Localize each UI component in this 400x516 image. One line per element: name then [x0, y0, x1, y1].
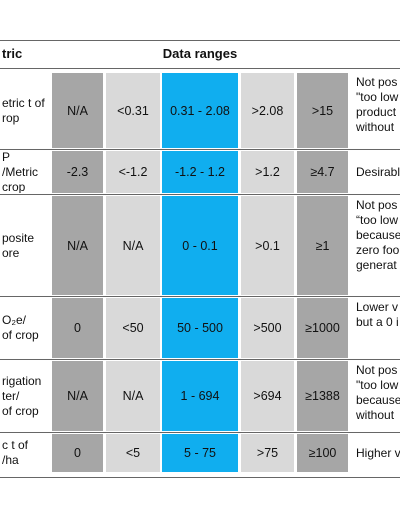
row-note: Desirabl	[356, 151, 400, 193]
range-cell: N/A	[106, 361, 160, 431]
label-line: ore	[2, 245, 20, 260]
range-cell: 0	[52, 434, 103, 472]
note-line: product	[356, 105, 397, 119]
range-cell: <-1.2	[106, 151, 160, 193]
range-cell: >75	[241, 434, 294, 472]
row-note: Lower v but a 0 i	[356, 298, 400, 360]
row-label: c t of/ha	[2, 434, 50, 472]
rule	[0, 296, 400, 297]
note-line: generat	[356, 258, 397, 272]
note-line: Lower v	[356, 300, 399, 314]
range-cell: >694	[241, 361, 294, 431]
note-line: Not pos	[356, 363, 398, 377]
header-center: Data ranges	[162, 46, 238, 61]
label-line: P	[2, 151, 11, 164]
range-cell: >15	[297, 73, 348, 148]
note-line: zero foo	[356, 243, 400, 257]
range-cell: ≥4.7	[297, 151, 348, 193]
row-note: Not pos "too low product without	[356, 73, 400, 150]
label-line: ter/	[2, 388, 20, 403]
note-line: Not pos	[356, 198, 398, 212]
note-line: because	[356, 228, 400, 242]
note-line: “too low	[356, 213, 399, 227]
range-cell: 5 - 75	[162, 434, 238, 472]
range-cell: >500	[241, 298, 294, 358]
range-cell: N/A	[52, 73, 103, 148]
row-label: O₂e/of crop	[2, 298, 50, 358]
range-cell: <50	[106, 298, 160, 358]
range-cell: 1 - 694	[162, 361, 238, 431]
rule	[0, 68, 400, 69]
label-line: /ha	[2, 453, 19, 467]
row-label: posite ore	[2, 196, 50, 295]
range-cell: 0.31 - 2.08	[162, 73, 238, 148]
range-cell: >1.2	[241, 151, 294, 193]
range-cell: <5	[106, 434, 160, 472]
label-line: c t of	[2, 438, 29, 452]
rule	[0, 359, 400, 360]
row-note: Not pos "too low because without	[356, 361, 400, 433]
note-line: "too low	[356, 90, 399, 104]
label-line: /Metric	[2, 164, 38, 179]
range-cell: ≥1	[297, 196, 348, 295]
range-cell: ≥1000	[297, 298, 348, 358]
range-cell: >2.08	[241, 73, 294, 148]
note-line: Not pos	[356, 75, 398, 89]
rule	[0, 432, 400, 433]
range-cell: N/A	[106, 196, 160, 295]
label-line: posite	[2, 230, 35, 245]
range-cell: <0.31	[106, 73, 160, 148]
range-cell: 50 - 500	[162, 298, 238, 358]
note-line: without	[356, 120, 395, 134]
note-line: but a 0 i	[356, 315, 399, 329]
note-line: because	[356, 393, 400, 407]
note-line: without	[356, 408, 395, 422]
row-note: Higher v	[356, 434, 400, 472]
range-cell: -1.2 - 1.2	[162, 151, 238, 193]
range-cell: ≥100	[297, 434, 348, 472]
range-cell: 0 - 0.1	[162, 196, 238, 295]
range-cell: 0	[52, 298, 103, 358]
range-cell: -2.3	[52, 151, 103, 193]
rule	[0, 40, 400, 41]
rule	[0, 149, 400, 150]
label-line: etric t of	[2, 95, 45, 110]
range-cell: N/A	[52, 361, 103, 431]
row-note: Not pos “too low because zero foo generat	[356, 196, 400, 297]
label-line: crop	[2, 179, 26, 194]
row-label: P/Metric crop	[2, 151, 50, 193]
label-line: rigation	[2, 373, 42, 388]
note-line: "too low	[356, 378, 399, 392]
row-label: rigation ter/of crop	[2, 361, 50, 431]
rule	[0, 477, 400, 478]
range-cell: ≥1388	[297, 361, 348, 431]
label-line: of crop	[2, 403, 39, 418]
note-line: Desirabl	[356, 164, 400, 179]
header-left: tric	[2, 46, 23, 61]
label-line: O₂e/	[2, 313, 26, 327]
label-line: rop	[2, 110, 20, 125]
note-line: Higher v	[356, 445, 400, 460]
range-cell: N/A	[52, 196, 103, 295]
label-line: of crop	[2, 328, 39, 342]
row-label: etric t of rop	[2, 73, 50, 148]
rule	[0, 194, 400, 195]
range-cell: >0.1	[241, 196, 294, 295]
